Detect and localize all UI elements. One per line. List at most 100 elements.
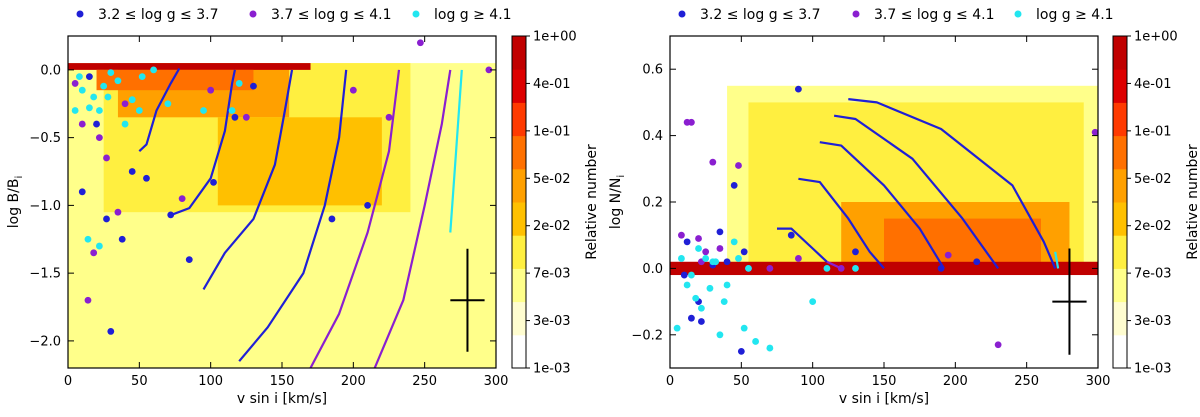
x-axis-label: v sin i [km/s] bbox=[839, 391, 929, 407]
y-tick-label: 0.0 bbox=[642, 262, 663, 277]
data-point-cyan bbox=[766, 344, 774, 352]
heatmap-cell bbox=[68, 63, 311, 70]
legend-marker-purple bbox=[852, 10, 860, 18]
model-track bbox=[449, 69, 463, 233]
data-point-purple bbox=[178, 195, 186, 203]
model-track bbox=[1054, 251, 1060, 269]
x-tick-label: 150 bbox=[872, 374, 897, 389]
colorbar-tick-label: 1e+00 bbox=[533, 30, 577, 45]
data-point-blue bbox=[737, 348, 745, 355]
data-point-blue bbox=[250, 82, 257, 90]
data-point-cyan bbox=[683, 281, 691, 289]
x-tick-label: 0 bbox=[666, 374, 674, 389]
plot-area bbox=[670, 85, 1098, 355]
x-tick-label: 200 bbox=[943, 374, 968, 389]
data-point-blue bbox=[730, 182, 738, 189]
data-point-purple bbox=[735, 162, 742, 169]
data-point-purple bbox=[207, 86, 215, 94]
data-point-blue bbox=[937, 265, 945, 272]
colorbar-tick-label: 5e-02 bbox=[533, 172, 571, 187]
data-point-purple bbox=[71, 80, 79, 87]
model-track bbox=[777, 227, 828, 263]
data-point-cyan bbox=[695, 245, 702, 252]
y-tick-label: 0.0 bbox=[40, 63, 61, 78]
colorbar-tick-label: 1e-03 bbox=[1134, 362, 1172, 377]
colorbar-tick-label: 1e-01 bbox=[533, 124, 571, 139]
colorbar-segment bbox=[512, 334, 526, 369]
legend-label: 3.2 ≤ log g ≤ 3.7 bbox=[700, 7, 820, 23]
data-point-cyan bbox=[735, 255, 742, 262]
model-track bbox=[833, 114, 999, 270]
legend-marker-purple bbox=[249, 10, 257, 18]
y-tick-label: −2.0 bbox=[29, 334, 61, 349]
colorbar-segment bbox=[1113, 268, 1127, 303]
colorbar-tick-label: 7e-03 bbox=[1134, 267, 1172, 282]
colorbar-segment bbox=[512, 301, 526, 336]
data-point-purple bbox=[385, 113, 393, 121]
data-point-blue bbox=[740, 248, 748, 256]
data-point-purple bbox=[837, 265, 845, 272]
x-tick-label: 100 bbox=[800, 374, 825, 389]
colorbar-tick-label: 3e-03 bbox=[1134, 314, 1172, 329]
x-tick-label: 300 bbox=[484, 374, 509, 389]
colorbar-segment bbox=[1113, 135, 1127, 170]
x-tick-label: 250 bbox=[1014, 374, 1039, 389]
y-tick-label: −0.2 bbox=[631, 328, 663, 343]
data-point-cyan bbox=[678, 255, 685, 262]
y-tick-label: −1.5 bbox=[29, 267, 61, 282]
legend-label: 3.7 ≤ log g ≤ 4.1 bbox=[874, 7, 994, 23]
data-point-purple bbox=[709, 158, 717, 166]
data-point-purple bbox=[121, 100, 129, 108]
data-point-cyan bbox=[164, 100, 172, 108]
colorbar-segment bbox=[512, 235, 526, 269]
colorbar-tick-label: 5e-02 bbox=[1134, 172, 1172, 187]
data-point-purple bbox=[349, 86, 357, 94]
colorbar-segment bbox=[1113, 202, 1127, 236]
data-point-purple bbox=[1091, 128, 1098, 136]
data-point-cyan bbox=[745, 265, 752, 272]
data-point-cyan bbox=[702, 255, 710, 262]
model-track bbox=[373, 69, 452, 368]
colorbar-tick-label: 4e-01 bbox=[533, 77, 571, 92]
data-point-cyan bbox=[720, 298, 728, 305]
colorbar-segment bbox=[512, 135, 526, 170]
colorbar-tick-label: 7e-03 bbox=[533, 267, 571, 282]
colorbar-frame bbox=[511, 35, 527, 369]
data-point-purple bbox=[90, 249, 98, 257]
colorbar-segment bbox=[512, 168, 526, 203]
legend-label: 3.2 ≤ log g ≤ 3.7 bbox=[98, 7, 218, 23]
data-point-purple bbox=[994, 341, 1002, 349]
colorbar-segment bbox=[512, 102, 526, 137]
data-point-cyan bbox=[200, 107, 207, 114]
x-tick-label: 150 bbox=[270, 374, 295, 389]
colorbar-tick-label: 2e-02 bbox=[533, 219, 571, 234]
left-panel: 0 50 100 150 200 250 300 0.0 −0.5 −1.0 −1.5 −2.0 v s… bbox=[6, 7, 600, 407]
data-point-cyan bbox=[723, 281, 731, 289]
legend-label: log g ≥ 4.1 bbox=[1036, 7, 1114, 23]
colorbar-segment bbox=[1113, 168, 1127, 203]
data-point-cyan bbox=[752, 338, 759, 345]
data-point-blue bbox=[697, 318, 705, 325]
x-tick-label: 250 bbox=[412, 374, 437, 389]
data-point-blue bbox=[93, 120, 100, 128]
data-point-cyan bbox=[228, 107, 236, 114]
x-tick-label: 200 bbox=[341, 374, 366, 389]
data-point-cyan bbox=[809, 298, 817, 305]
model-track bbox=[848, 98, 1057, 269]
data-point-blue bbox=[231, 113, 239, 121]
right-panel: 0 50 100 150 200 250 300 −0.2 0.0 0.2 0.4 0.6 v sin … bbox=[608, 7, 1200, 407]
data-point-cyan bbox=[135, 107, 143, 114]
colorbar-tick-label: 4e-01 bbox=[1134, 77, 1172, 92]
data-point-cyan bbox=[71, 107, 79, 114]
heatmap-cell bbox=[884, 218, 1041, 262]
y-tick-label: −1.0 bbox=[29, 199, 61, 214]
x-tick-label: 0 bbox=[64, 374, 72, 389]
legend-label: 3.7 ≤ log g ≤ 4.1 bbox=[271, 7, 391, 23]
legend-marker-cyan bbox=[1014, 10, 1022, 18]
data-point-cyan bbox=[823, 265, 831, 272]
data-point-cyan bbox=[852, 265, 859, 272]
data-point-cyan bbox=[673, 324, 681, 332]
model-track bbox=[798, 177, 885, 270]
data-point-cyan bbox=[688, 271, 695, 279]
y-axis-label: log N/Ni bbox=[608, 175, 627, 229]
